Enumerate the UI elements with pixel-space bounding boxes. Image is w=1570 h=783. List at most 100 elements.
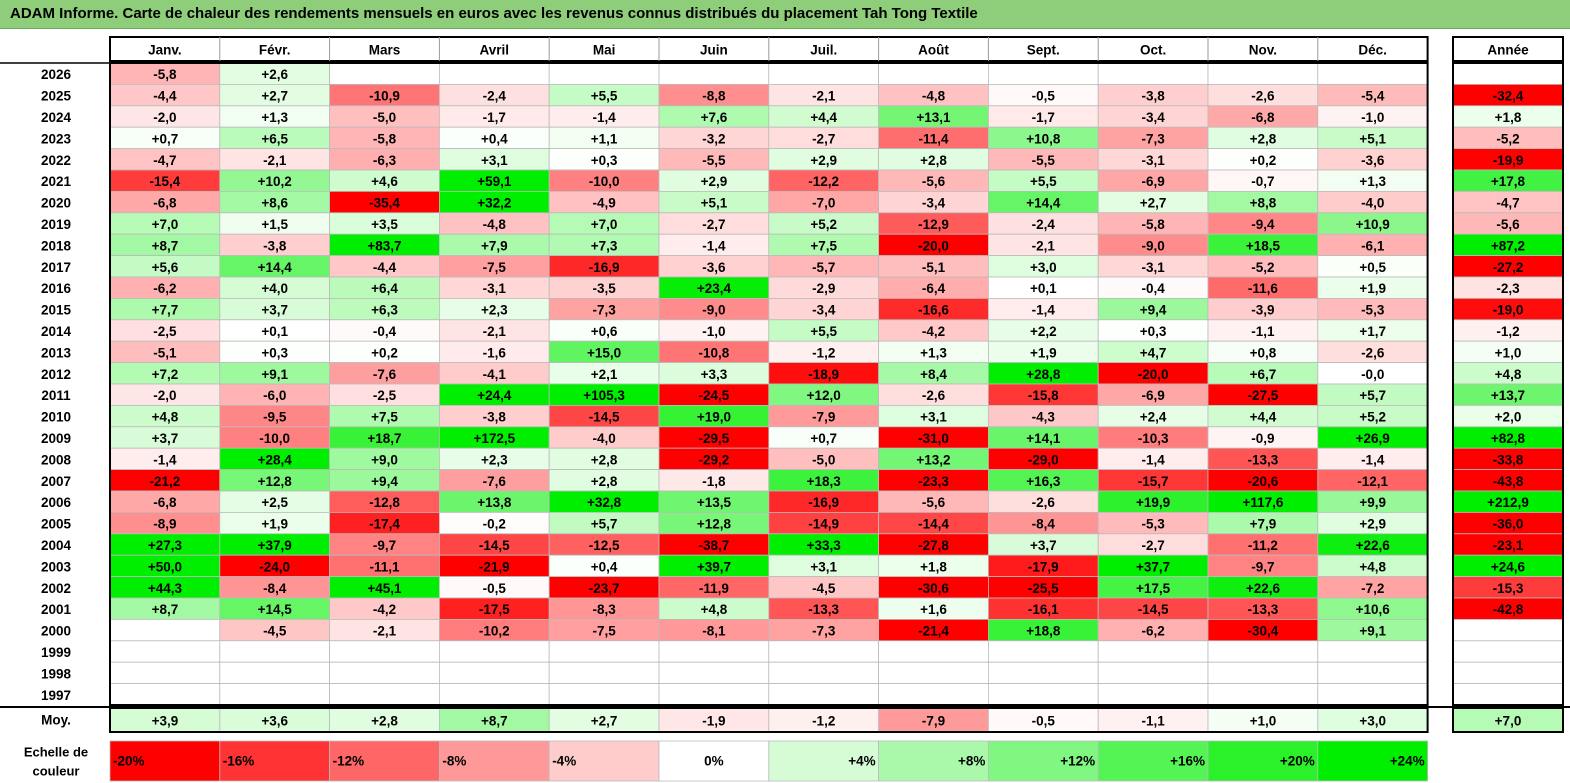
cell-value: +5,1 — [1359, 131, 1386, 146]
cell-value: -10,0 — [589, 174, 620, 189]
cell-value: +32,2 — [477, 196, 511, 211]
annual-value: -33,8 — [1493, 452, 1524, 467]
cell-value: -3,1 — [1141, 260, 1165, 275]
year-label: 2019 — [41, 217, 71, 232]
cell-value: +32,8 — [587, 495, 622, 510]
cell-value: +2,8 — [591, 452, 618, 467]
cell-value: +17,5 — [1136, 581, 1171, 596]
annual-value: -23,1 — [1493, 538, 1524, 553]
cell-value: +18,5 — [1246, 238, 1281, 253]
cell-value: -0,5 — [483, 581, 507, 596]
cell-value: -9,5 — [263, 410, 287, 425]
cell-value: -1,2 — [812, 345, 835, 360]
cell-value: -1,4 — [702, 238, 726, 253]
cell-value: -4,5 — [263, 624, 287, 639]
cell-value: -8,4 — [1032, 517, 1056, 532]
cell-value: +2,8 — [920, 153, 947, 168]
cell-value: +2,1 — [591, 367, 618, 382]
cell-value: -5,5 — [1032, 153, 1056, 168]
cell-value: -10,0 — [259, 431, 290, 446]
cell-value: -1,0 — [702, 324, 725, 339]
annual-value: +24,6 — [1491, 559, 1526, 574]
annual-value: -5,2 — [1496, 131, 1519, 146]
cell-value: -11,4 — [918, 131, 949, 146]
heatmap-cell — [109, 683, 221, 706]
color-scale-swatch — [219, 740, 331, 782]
cell-value: -16,6 — [918, 303, 949, 318]
cell-value: +15,0 — [587, 345, 621, 360]
cell-value: +14,1 — [1026, 431, 1061, 446]
cell-value: +9,4 — [1140, 303, 1167, 318]
cell-value: -23,3 — [918, 474, 949, 489]
heatmap-cell — [438, 683, 550, 706]
cell-value: -3,6 — [702, 260, 726, 275]
cell-value: +2,9 — [810, 153, 837, 168]
cell-value: +0,3 — [261, 345, 288, 360]
cell-value: +3,1 — [920, 410, 947, 425]
cell-value: -9,7 — [373, 538, 396, 553]
cell-value: +3,3 — [701, 367, 728, 382]
cell-value: -0,5 — [1032, 89, 1056, 104]
cell-value: -17,9 — [1028, 559, 1059, 574]
heatmap-cell — [768, 62, 879, 85]
annual-value: -19,9 — [1493, 153, 1524, 168]
year-label: 2006 — [41, 495, 72, 510]
cell-value: -30,4 — [1248, 624, 1279, 639]
cell-value: -3,8 — [1141, 89, 1165, 104]
cell-value: -1,4 — [1032, 303, 1056, 318]
cell-value: -3,9 — [1251, 303, 1274, 318]
cell-value: +37,9 — [258, 538, 292, 553]
cell-value: -2,7 — [702, 217, 725, 232]
heatmap-cell — [109, 640, 221, 663]
heatmap-cell — [329, 661, 440, 685]
cell-value: -2,6 — [1032, 495, 1056, 510]
chart-title: ADAM Informe. Carte de chaleur des rende… — [10, 5, 978, 22]
cell-value: -7,3 — [812, 624, 836, 639]
annual-cell — [1452, 661, 1564, 685]
cell-value: +1,3 — [261, 110, 288, 125]
cell-value: -31,0 — [918, 431, 949, 446]
cell-value: -4,0 — [592, 431, 615, 446]
cell-value: +1,7 — [1359, 324, 1386, 339]
cell-value: +22,6 — [1356, 538, 1391, 553]
year-label: 1997 — [41, 688, 71, 703]
heatmap-cell — [658, 683, 770, 706]
cell-value: +13,8 — [477, 495, 512, 510]
month-header-4: Avril — [480, 43, 510, 58]
cell-value: +10,6 — [1356, 602, 1391, 617]
cell-value: +6,5 — [261, 131, 288, 146]
cell-value: +7,7 — [152, 303, 179, 318]
cell-value: -20,0 — [1138, 367, 1169, 382]
heatmap-cell — [1317, 640, 1429, 663]
cell-value: -7,5 — [592, 624, 616, 639]
average-border — [109, 707, 1429, 733]
color-scale-stop-label: +12% — [1060, 754, 1095, 769]
cell-value: -3,1 — [1141, 153, 1165, 168]
cell-value: +0,4 — [481, 131, 508, 146]
heatmap-cell — [219, 683, 331, 706]
cell-value: -2,1 — [483, 324, 507, 339]
cell-value: -3,8 — [263, 238, 287, 253]
cell-value: -7,3 — [1141, 131, 1165, 146]
color-scale-stop-label: -20% — [113, 754, 145, 769]
cell-value: +12,0 — [807, 388, 841, 403]
cell-value: -5,7 — [812, 260, 835, 275]
heatmap-cell — [548, 62, 660, 85]
cell-value: -9,0 — [1141, 238, 1164, 253]
color-scale-swatch — [658, 740, 770, 782]
cell-value: -29,0 — [1028, 452, 1059, 467]
average-value: +2,7 — [591, 714, 618, 729]
annual-value: +1,8 — [1495, 110, 1522, 125]
year-label: 2015 — [41, 303, 72, 318]
average-value: -0,5 — [1032, 714, 1056, 729]
cell-value: +4,4 — [1250, 410, 1277, 425]
cell-value: -24,5 — [699, 388, 730, 403]
color-scale-label: Echelle de — [24, 745, 88, 760]
cell-value: -13,3 — [1248, 602, 1279, 617]
cell-value: -3,5 — [592, 281, 616, 296]
cell-value: -0,2 — [483, 517, 506, 532]
year-label: 2007 — [41, 474, 71, 489]
cell-value: +0,8 — [1250, 345, 1277, 360]
cell-value: -4,0 — [1361, 196, 1384, 211]
cell-value: +4,4 — [810, 110, 837, 125]
